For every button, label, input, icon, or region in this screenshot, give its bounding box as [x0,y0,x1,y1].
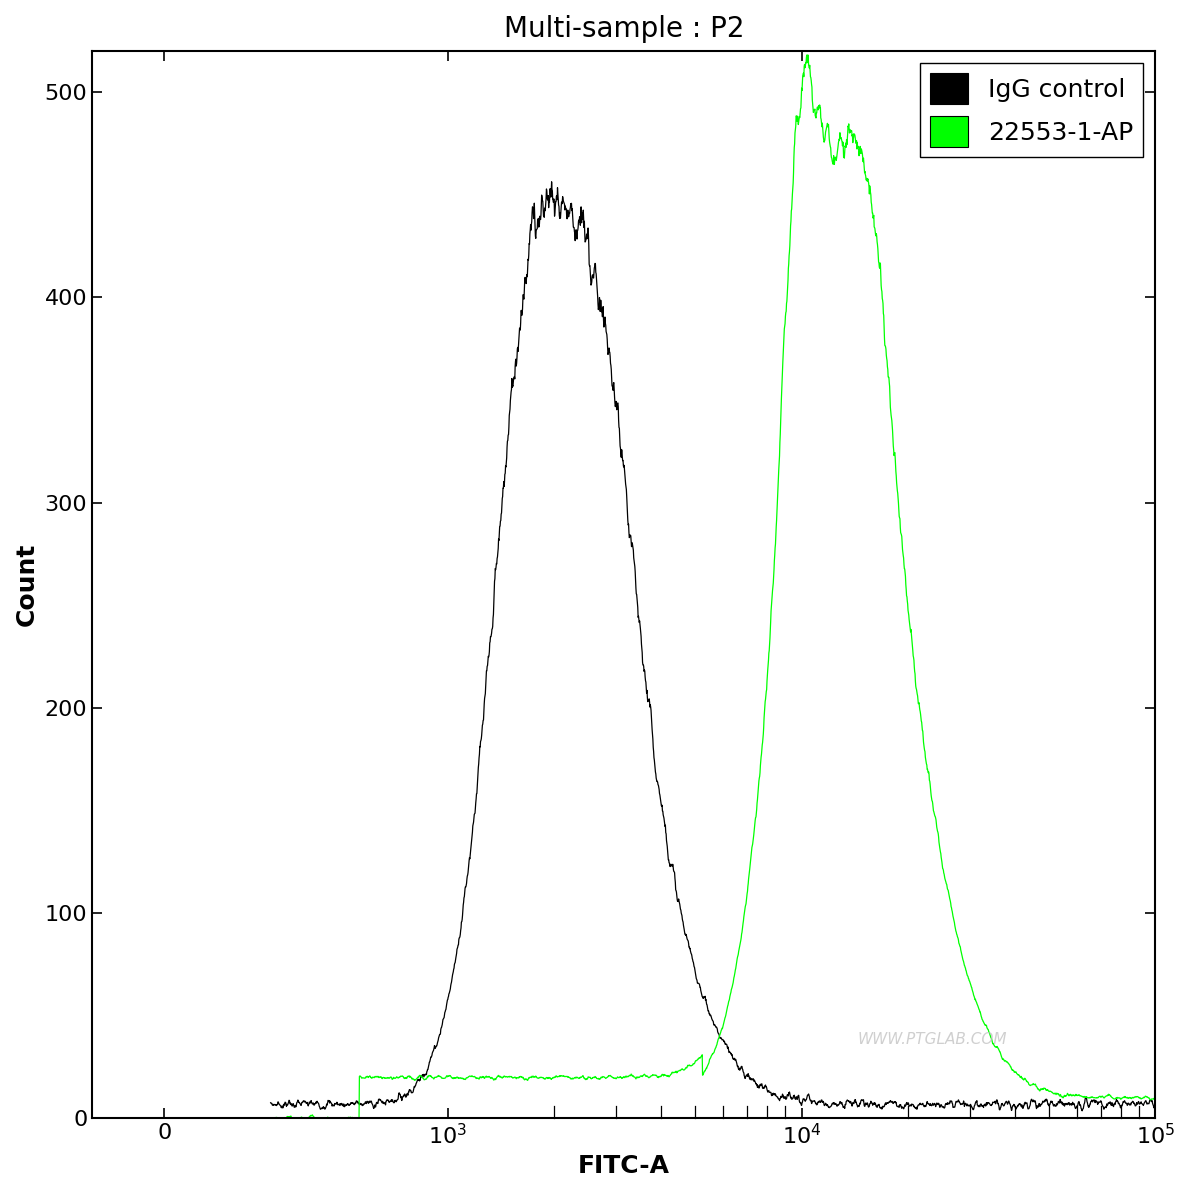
IgG control [263,1095,277,1109]
22553-1-AP [801,48,815,62]
22553-1-AP [1085,1089,1100,1104]
IgG control [545,174,559,188]
22553-1-AP [777,329,791,344]
Y-axis label: Count: Count [15,543,39,626]
Line: IgG control: IgG control [270,181,1190,1111]
22553-1-AP [1051,1087,1065,1101]
X-axis label: FITC-A: FITC-A [578,1154,670,1177]
Line: 22553-1-AP: 22553-1-AP [270,55,1190,1118]
IgG control [1075,1104,1089,1118]
Text: WWW.PTGLAB.COM: WWW.PTGLAB.COM [858,1032,1007,1046]
IgG control [1013,1098,1027,1112]
22553-1-AP [263,1111,277,1125]
IgG control [282,1094,296,1108]
22553-1-AP [1013,1070,1027,1084]
IgG control [777,1090,791,1105]
IgG control [621,513,635,527]
22553-1-AP [1184,1092,1190,1106]
IgG control [1051,1096,1065,1111]
Legend: IgG control, 22553-1-AP: IgG control, 22553-1-AP [920,63,1142,157]
22553-1-AP [282,1109,296,1124]
Title: Multi-sample : P2: Multi-sample : P2 [503,16,744,43]
22553-1-AP [620,1069,634,1083]
IgG control [1085,1094,1100,1108]
IgG control [1184,1094,1190,1108]
